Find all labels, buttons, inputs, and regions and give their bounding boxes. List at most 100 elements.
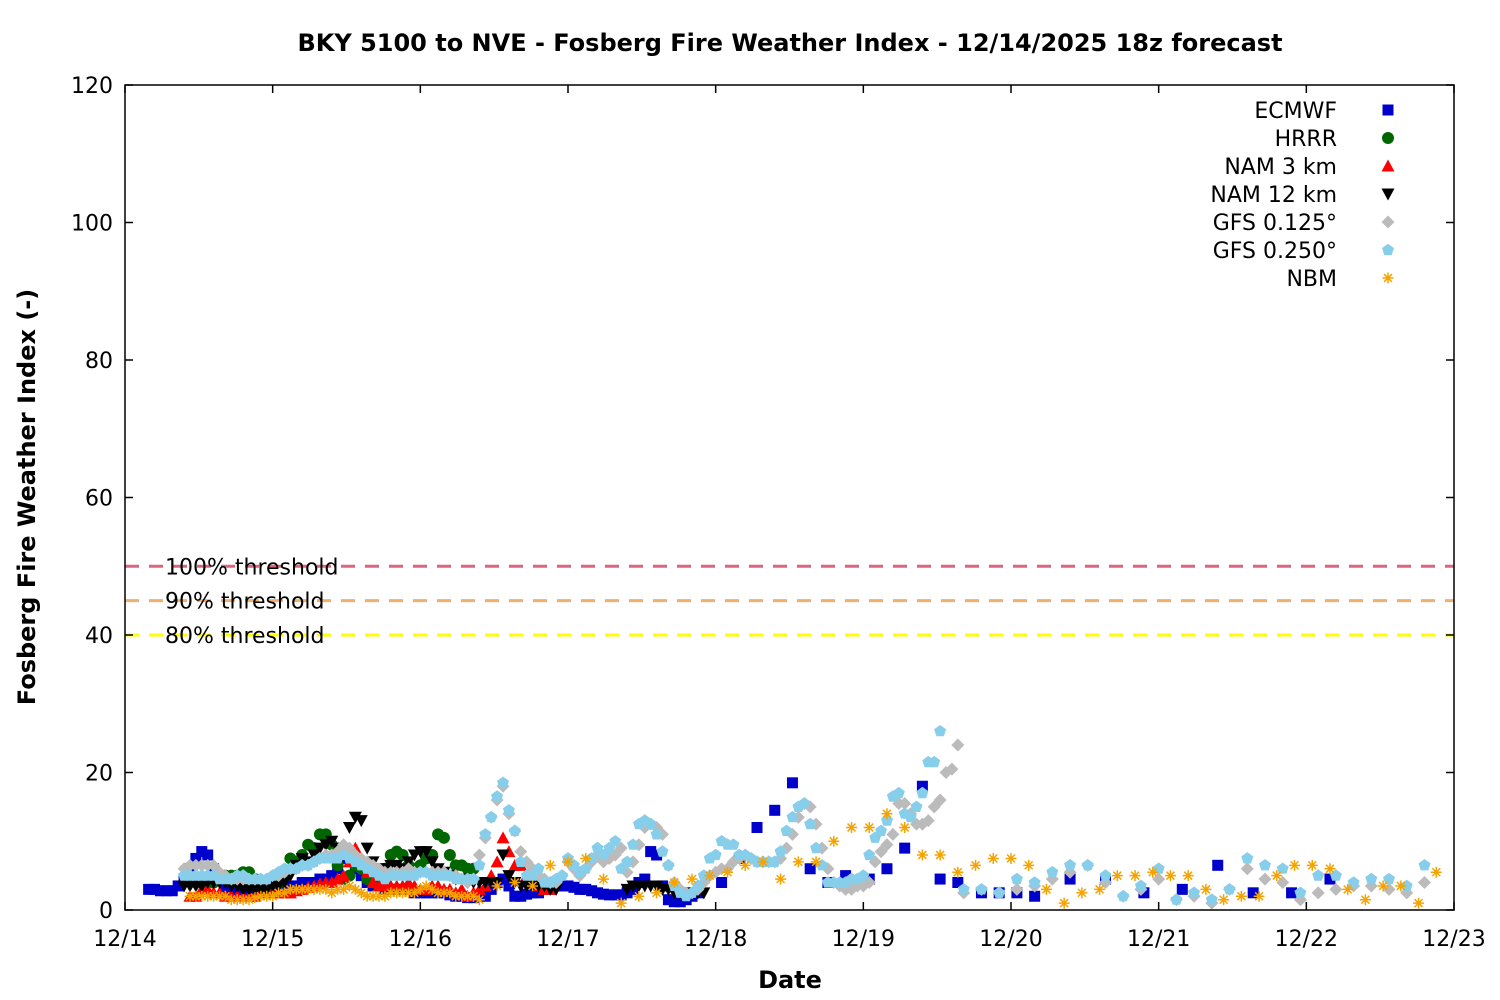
legend-marker-nam-12-km [1381, 188, 1395, 201]
point-ecmwf [497, 873, 509, 885]
point-gfs-0-250 [934, 725, 947, 737]
point-nam-3-km [490, 855, 504, 868]
y-tick-label: 80 [85, 349, 113, 374]
series-nbm [184, 808, 1442, 909]
point-ecmwf [592, 887, 604, 899]
point-nbm [338, 883, 350, 895]
point-nbm [361, 890, 373, 902]
point-nbm [1324, 863, 1336, 875]
point-nbm [184, 890, 196, 902]
point-nam-3-km [496, 831, 510, 844]
point-gfs-0-250 [709, 848, 722, 861]
y-axis-ticks: 0 20 40 60 80 100 120 [71, 74, 1454, 924]
point-gfs-0-250 [768, 855, 781, 867]
point-nbm [863, 822, 875, 833]
point-gfs-0-250 [556, 869, 569, 881]
point-nbm [467, 890, 479, 902]
point-ecmwf [562, 880, 574, 892]
point-gfs-0-250 [1294, 886, 1307, 898]
point-ecmwf [202, 849, 214, 861]
point-gfs-0-125 [1417, 876, 1431, 889]
point-nbm [828, 835, 840, 847]
point-gfs-0-250 [497, 776, 509, 788]
point-nbm [273, 887, 285, 899]
point-gfs-0-125 [1258, 872, 1272, 886]
point-ecmwf [355, 870, 367, 882]
point-gfs-0-250 [1064, 859, 1077, 871]
point-nam-12-km [496, 849, 510, 862]
point-gfs-0-250 [993, 886, 1006, 898]
legend-marker-hrrr [1382, 132, 1394, 144]
legend-label-nam-3-km: NAM 3 km [1224, 155, 1337, 180]
point-gfs-0-250 [621, 855, 634, 867]
point-gfs-0-250 [810, 841, 823, 854]
point-nbm [1182, 870, 1194, 882]
chart-title: BKY 5100 to NVE - Fosberg Fire Weather I… [297, 29, 1282, 57]
point-gfs-0-250 [1046, 865, 1059, 878]
legend-label-ecmwf: ECMWF [1254, 99, 1337, 124]
point-nam-3-km [337, 869, 351, 882]
point-nam-12-km [348, 811, 362, 824]
x-tick-label: 12/19 [832, 927, 895, 952]
x-tick-label: 12/16 [389, 927, 452, 952]
point-nbm [367, 890, 379, 902]
point-ecmwf [515, 890, 527, 902]
point-nam-3-km [325, 876, 339, 888]
point-nbm [391, 887, 403, 899]
point-nbm [438, 887, 450, 899]
point-nbm [426, 883, 438, 895]
point-gfs-0-250 [532, 862, 545, 874]
y-tick-label: 100 [71, 212, 113, 237]
point-nbm [1342, 883, 1354, 895]
legend-marker-gfs-0-125 [1381, 215, 1395, 229]
point-nam-12-km [360, 842, 374, 855]
point-gfs-0-250 [892, 786, 905, 799]
point-nbm [237, 894, 249, 906]
point-ecmwf [1176, 883, 1188, 895]
point-gfs-0-250 [1347, 876, 1360, 888]
point-nbm [320, 883, 332, 895]
legend-marker-ecmwf [1382, 104, 1394, 116]
point-ecmwf [479, 890, 491, 902]
point-gfs-0-250 [650, 828, 663, 840]
point-gfs-0-250 [780, 824, 793, 836]
point-ecmwf [769, 804, 781, 816]
point-gfs-0-125 [1311, 886, 1325, 900]
point-nbm [1430, 866, 1442, 878]
point-gfs-0-250 [485, 810, 498, 823]
point-nbm [473, 894, 485, 906]
point-nbm [243, 894, 255, 906]
point-ecmwf [326, 870, 338, 882]
point-nbm [278, 887, 290, 899]
x-tick-label: 12/14 [93, 927, 156, 952]
point-nbm [267, 890, 279, 902]
point-nbm [249, 892, 261, 904]
point-gfs-0-125 [1240, 862, 1254, 876]
point-gfs-0-250 [1152, 862, 1165, 874]
point-nbm [970, 859, 982, 871]
point-ecmwf [916, 780, 928, 792]
point-gfs-0-125 [945, 762, 959, 776]
point-ecmwf [143, 883, 155, 895]
point-gfs-0-125 [951, 738, 965, 752]
x-axis-ticks: 12/14 12/15 12/16 12/17 12/18 12/19 12/20 12/21… [93, 85, 1486, 952]
point-ecmwf [662, 894, 674, 906]
point-nam-12-km [650, 880, 664, 893]
point-nbm [219, 890, 231, 902]
point-hrrr [443, 849, 456, 861]
point-gfs-0-250 [798, 797, 811, 809]
point-gfs-0-250 [1117, 890, 1130, 902]
point-gfs-0-250 [957, 883, 970, 895]
point-nam-12-km [425, 856, 439, 869]
point-nbm [397, 887, 409, 899]
point-nbm [208, 890, 220, 902]
point-gfs-0-125 [898, 796, 912, 810]
point-ecmwf [556, 880, 568, 892]
point-nbm [757, 856, 769, 868]
point-nbm [355, 887, 367, 899]
point-nbm [420, 880, 432, 892]
point-nbm [651, 887, 663, 899]
threshold-label-80-threshold: 80% threshold [165, 624, 325, 649]
point-ecmwf [503, 880, 515, 892]
